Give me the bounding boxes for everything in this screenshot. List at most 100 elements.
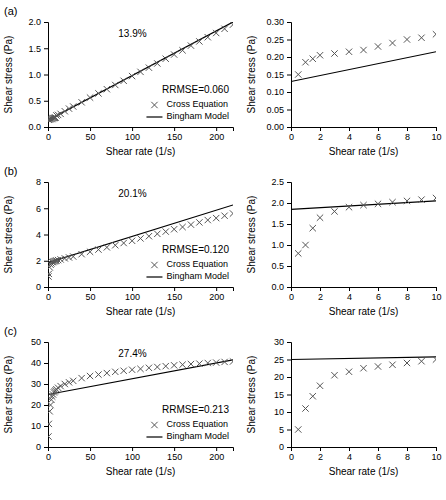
panel: 0501001502000.00.51.01.52.0Shear rate (1… [3, 5, 236, 157]
point [418, 358, 424, 364]
plot-area [291, 195, 436, 257]
x-tick: 100 [125, 287, 140, 302]
y-tick: 0.0 [271, 282, 291, 292]
point [129, 238, 135, 244]
legend-label: Cross Equation [166, 419, 228, 429]
x-tick-label: 200 [209, 452, 224, 462]
line [291, 357, 436, 360]
plot-area [291, 356, 436, 432]
y-tick-label: 0.0 [28, 122, 41, 132]
legend: Cross EquationBingham Model [146, 99, 229, 121]
point [154, 364, 160, 370]
y-tick-label: 5 [279, 425, 284, 435]
y-axis-title: Shear stress (Pa) [3, 36, 14, 114]
y-tick-mark [287, 266, 291, 267]
y-tick-mark [287, 360, 291, 361]
x-tick-label: 8 [405, 132, 410, 142]
point [433, 31, 436, 37]
x-tick-mark [320, 287, 321, 291]
x-tick: 2 [318, 447, 323, 462]
x-axis-title: Shear rate (1/s) [106, 146, 175, 157]
point [163, 56, 169, 62]
y-tick: 0.0 [28, 122, 48, 132]
legend-label: Cross Equation [166, 259, 228, 269]
y-axis: 01020304050 [31, 337, 49, 452]
y-tick: 2 [36, 256, 48, 266]
y-tick-label: 15 [274, 390, 284, 400]
y-tick-label: 30 [31, 379, 41, 389]
point [310, 393, 316, 399]
x-tick-label: 0 [46, 292, 51, 302]
x-tick-label: 0 [289, 292, 294, 302]
y-tick-mark [287, 287, 291, 288]
y-tick-label: 2.0 [28, 17, 41, 27]
annotation: RRMSE=0.120 [162, 244, 229, 255]
x-tick: 6 [376, 287, 381, 302]
point [375, 201, 381, 207]
x-tick-mark [349, 287, 350, 291]
point [104, 244, 110, 250]
x-tick-mark [216, 447, 217, 451]
panel: 05010015020001020304050Shear rate (1/s)S… [3, 325, 236, 477]
y-axis-line [44, 23, 49, 128]
y-tick: 2.5 [271, 177, 291, 187]
y-tick-mark [44, 426, 48, 427]
x-tick-label: 50 [86, 452, 96, 462]
y-tick: 1.0 [28, 70, 48, 80]
y-axis-line [287, 23, 292, 128]
x-tick-mark [378, 127, 379, 131]
y-tick-mark [44, 22, 48, 23]
x-tick-mark [349, 447, 350, 451]
y-tick-mark [287, 203, 291, 204]
line [291, 52, 436, 82]
y-tick-label: 1.0 [271, 240, 284, 250]
y-tick: 40 [31, 358, 48, 368]
x-axis-line [49, 288, 234, 292]
x-tick: 50 [86, 447, 96, 462]
point [112, 242, 118, 248]
x-tick: 4 [347, 447, 352, 462]
y-tick: 5 [279, 425, 291, 435]
y-tick: 0.00 [266, 122, 291, 132]
y-tick: 30 [31, 379, 48, 389]
y-tick: 0 [36, 282, 48, 292]
panel: 0246810051015202530Shear rate (1/s)Shear… [246, 337, 442, 477]
point [302, 405, 308, 411]
point [346, 49, 352, 55]
x-tick: 200 [209, 287, 224, 302]
point [70, 103, 76, 109]
y-axis: 051015202530 [274, 337, 292, 452]
legend-label: Bingham Model [166, 431, 229, 441]
x-axis-title: Shear rate (1/s) [329, 146, 398, 157]
line [291, 201, 436, 209]
y-axis: 0.00.51.01.52.0 [28, 17, 48, 132]
y-tick-mark [44, 127, 48, 128]
legend-label: Bingham Model [166, 111, 229, 121]
x-tick: 10 [431, 287, 441, 302]
point [188, 221, 194, 227]
x-tick: 6 [376, 127, 381, 142]
plot-area [48, 22, 233, 123]
x-tick: 200 [209, 127, 224, 142]
x-tick-label: 50 [86, 292, 96, 302]
x-tick: 150 [167, 447, 182, 462]
point [95, 90, 101, 96]
point [230, 210, 233, 216]
point [331, 50, 337, 56]
y-tick-mark [287, 57, 291, 58]
x-tick: 8 [405, 127, 410, 142]
y-tick: 20 [274, 372, 291, 382]
point [230, 22, 233, 28]
annotation: RRMSE=0.213 [162, 404, 229, 415]
x-tick-label: 6 [376, 292, 381, 302]
y-axis-title: Shear stress (Pa) [3, 356, 14, 434]
x-axis-title: Shear rate (1/s) [329, 306, 398, 317]
point [179, 47, 185, 53]
y-tick-label: 50 [31, 337, 41, 347]
x-tick-mark [349, 127, 350, 131]
point [137, 366, 143, 372]
x-tick: 0 [289, 447, 294, 462]
x-axis-line [49, 128, 234, 132]
panel: 02468100.000.050.100.150.200.250.30Shear… [246, 17, 442, 157]
y-axis: 0.00.51.01.52.02.5 [271, 177, 291, 292]
